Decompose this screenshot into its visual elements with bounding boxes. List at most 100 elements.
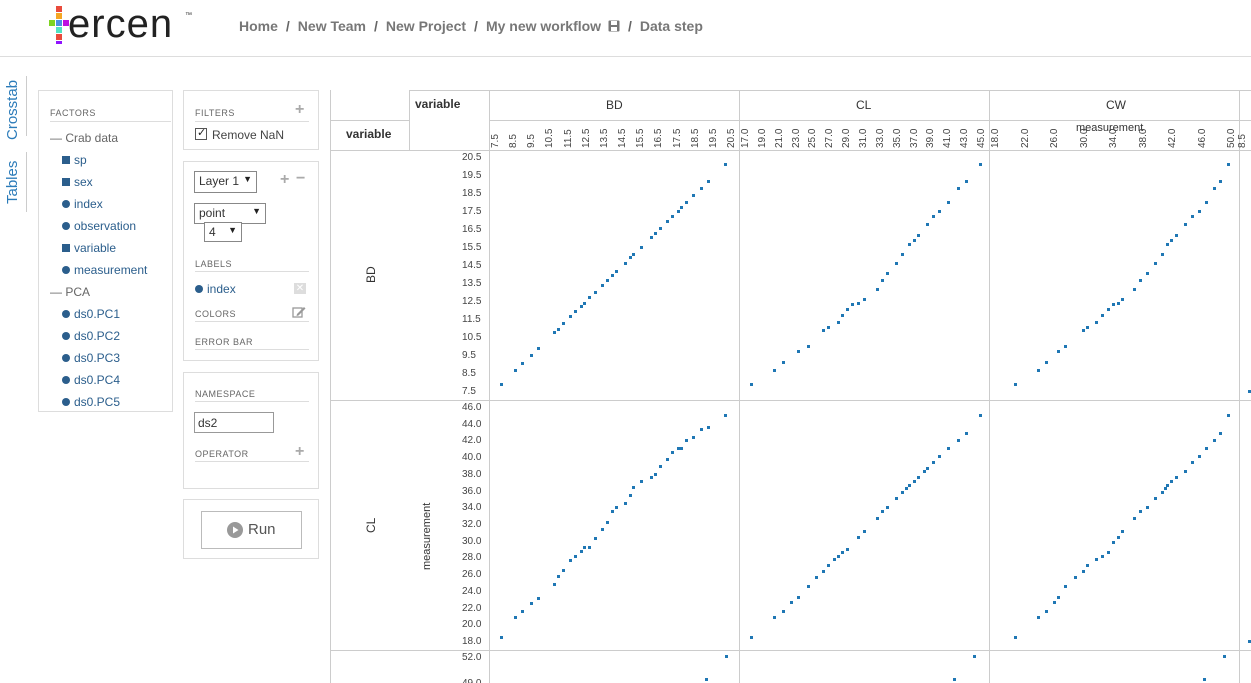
scatter-point [588,296,592,300]
scatter-point [605,278,609,282]
breadcrumb-team[interactable]: New Team [297,18,367,34]
factor-item[interactable]: observation [62,219,136,233]
scatter-point [1227,162,1231,166]
size-select[interactable]: 4 ▼ [204,222,242,242]
factor-item[interactable]: ds0.PC5 [62,395,120,409]
scatter-point [851,303,855,307]
geom-select-value: point [199,206,226,220]
y-tick-label: 14.5 [462,260,482,271]
scatter-point [845,308,849,312]
caret-down-icon: ▼ [243,174,252,184]
scatter-point [665,219,669,223]
scatter-point [931,214,935,218]
scatter-point [1014,636,1018,640]
factor-item[interactable]: ds0.PC3 [62,351,120,365]
breadcrumb-workflow[interactable]: My new workflow [485,18,602,34]
scatter-point [917,233,921,237]
scatter-point [862,298,866,301]
size-select-value: 4 [209,225,216,239]
breadcrumb-home[interactable]: Home [239,18,278,34]
geom-select[interactable]: point ▼ [194,203,266,224]
save-icon[interactable] [608,20,620,32]
scatter-point [650,235,654,239]
y-tick-label: 22.0 [462,602,482,614]
row-factor-label[interactable]: variable [346,127,392,141]
y-tick-label: 42.0 [462,435,482,447]
factor-item-label: sex [74,175,93,189]
scatter-point [1036,616,1040,620]
factor-item[interactable]: ds0.PC4 [62,373,120,387]
x-tick-label: 23.0 [790,128,802,148]
namespace-input[interactable]: ds2 [194,412,274,433]
factor-item-label: ds0.PC2 [74,329,121,343]
add-layer-button[interactable]: + [280,171,290,188]
scatter-point [1132,516,1136,520]
add-filter-button[interactable]: + [295,101,305,118]
factor-item[interactable]: index [62,197,103,211]
column-header[interactable]: CW [1106,98,1126,112]
row-header[interactable]: CL [364,517,378,533]
remove-label-icon[interactable]: ✕ [294,283,306,294]
row-header[interactable]: BD [364,266,378,283]
scatter-point [699,187,703,190]
scatter-point [978,414,982,418]
run-button[interactable]: Run [201,511,302,549]
scatter-point [1139,510,1143,514]
factor-group[interactable]: — Crab data [50,131,119,145]
scatter-point [875,516,879,520]
add-operator-button[interactable]: + [295,443,305,460]
scatter-point [561,322,565,326]
scatter-point [1204,446,1208,450]
x-tick-label: 8.5 [1237,134,1248,148]
remove-layer-button[interactable]: − [296,170,306,187]
factor-group[interactable]: — PCA [50,285,91,299]
scatter-point [530,353,534,357]
factor-item[interactable]: ds0.PC1 [62,307,120,321]
scatter-point [913,479,916,483]
scatter-point [841,551,845,555]
x-tick-label: 33.0 [874,128,886,148]
scatter-point [685,439,689,443]
scatter-point [500,383,504,387]
factor-item[interactable]: ds0.PC2 [62,329,120,343]
x-tick-label: 14.5 [617,128,629,148]
remove-nan-checkbox[interactable]: ✓ [195,127,207,140]
breadcrumb-project[interactable]: New Project [385,18,467,34]
y-tick-label: 32.0 [462,519,482,530]
factor-item[interactable]: measurement [62,263,147,277]
factor-item[interactable]: sex [62,175,93,189]
tab-tables[interactable]: Tables [4,160,21,204]
factor-item-label: ds0.PC4 [74,373,121,387]
column-header[interactable]: CL [856,98,872,112]
label-factor-index[interactable]: index [195,282,236,296]
tercen-logo[interactable]: ercen ™ [48,2,198,50]
scatter-point [1132,287,1136,291]
scatter-point [1094,320,1098,324]
scatter-point [1223,655,1226,658]
scatter-point [680,206,684,210]
factor-item[interactable]: variable [62,241,116,255]
scatter-point [588,545,592,549]
circle-icon [62,310,70,318]
x-tick-label: 16.5 [653,128,665,148]
factor-item[interactable]: sp [62,153,87,167]
run-label: Run [248,521,276,538]
x-tick-label: 8.5 [508,134,520,148]
y-axis-label: measurement [421,502,433,570]
logo-cross-icon [49,6,69,44]
y-tick-label: 38.0 [462,468,482,480]
edit-colors-icon[interactable] [292,305,306,319]
breadcrumb-data-step[interactable]: Data step [639,18,703,34]
x-tick-label: 12.5 [580,128,592,148]
scatter-point [653,473,657,477]
scatter-point [908,242,912,246]
scatter-point [521,362,525,366]
tab-crosstab[interactable]: Crosstab [4,79,21,140]
scatter-point [1165,242,1169,246]
column-factor-label[interactable]: variable [415,97,461,111]
column-header[interactable]: BD [606,98,623,112]
scatter-point [530,601,534,605]
scatter-point [773,616,777,620]
layer-select[interactable]: Layer 1 ▼ [194,171,257,193]
scatter-point [1218,432,1222,436]
